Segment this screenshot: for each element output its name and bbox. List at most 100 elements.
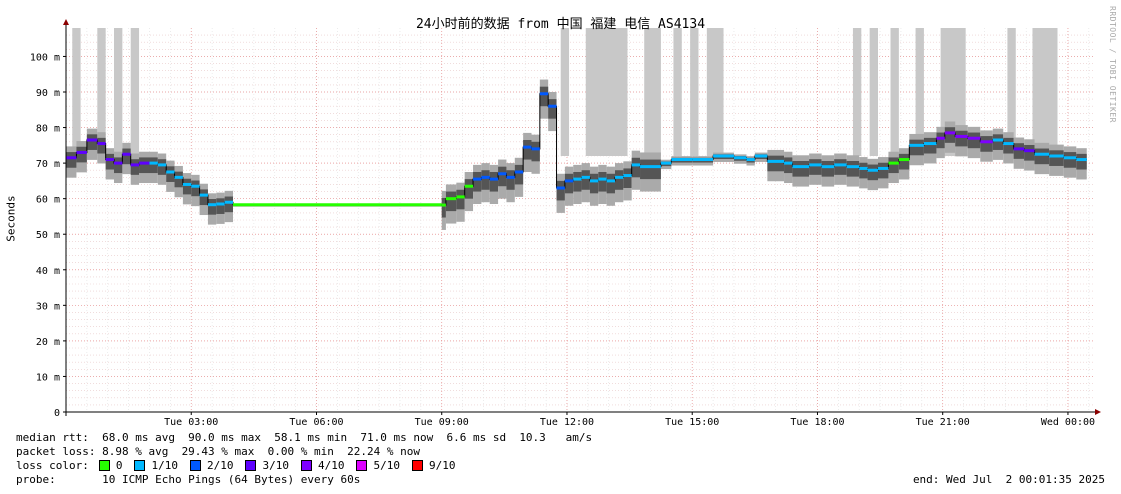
smoke-band-inner — [149, 157, 158, 174]
loss-legend-swatch — [300, 460, 312, 471]
loss-legend-label: 4/10 — [317, 459, 345, 472]
loss-column — [130, 28, 140, 156]
smoke-band-inner — [556, 180, 565, 201]
smoke-band-inner — [598, 172, 607, 192]
y-tick-label: 30 m — [36, 301, 60, 312]
smoke-band-inner — [573, 172, 582, 192]
y-tick-label: 100 m — [30, 52, 60, 63]
smoke-band-inner — [498, 166, 507, 187]
loss-columns — [72, 28, 1058, 156]
y-tick-label: 80 m — [36, 124, 60, 135]
smoke-band-inner — [821, 160, 835, 177]
stats-rtt: median rtt: 68.0 ms avg 90.0 ms max 58.1… — [16, 431, 593, 444]
smoke-band-inner — [506, 170, 515, 190]
x-tick-label: Tue 18:00 — [790, 417, 844, 428]
smoke-band-inner — [589, 173, 599, 194]
x-tick-label: Tue 12:00 — [540, 417, 594, 428]
loss-column — [869, 28, 878, 156]
loss-legend-swatch — [411, 460, 423, 471]
y-tick-label: 70 m — [36, 159, 60, 170]
smoke-band-inner — [992, 134, 1004, 150]
y-tick-label: 20 m — [36, 337, 60, 348]
smoke-band-inner — [157, 159, 167, 175]
smoke-band-inner — [623, 168, 632, 188]
smoke-band-inner — [834, 159, 847, 175]
smoke-band-inner — [1024, 144, 1035, 161]
smoke-band-inner — [784, 157, 793, 174]
smoke-band-inner — [936, 132, 945, 149]
x-tick-label: Tue 09:00 — [415, 417, 469, 428]
smoke-band-inner — [174, 171, 183, 188]
loss-column — [114, 28, 123, 156]
smoke-band-inner — [980, 136, 993, 152]
y-tick-label: 90 m — [36, 88, 60, 99]
y-tick-label: 60 m — [36, 195, 60, 206]
smoke-band-inner — [955, 130, 968, 147]
smoke-band-inner — [944, 127, 956, 143]
smoke-band-inner — [581, 170, 590, 190]
smoke-band-inner — [514, 164, 524, 185]
loss-column — [644, 28, 661, 156]
smoke-band-inner — [614, 170, 624, 190]
loss-column — [97, 28, 106, 156]
loss-column — [690, 28, 699, 156]
loss-legend-label: 3/10 — [262, 459, 289, 472]
smoke-band-inner — [224, 196, 233, 213]
smoke-band-inner — [207, 199, 217, 215]
loss-legend-swatch — [134, 460, 146, 471]
smoke-band-inner — [182, 178, 192, 195]
x-tick-label: Tue 06:00 — [289, 417, 343, 428]
smoke-band-inner — [199, 189, 208, 206]
loss-column — [852, 28, 862, 156]
smokeping-chart: 0 10 m 20 m 30 m 40 m 50 m 60 m 70 m 80 m 90 m 100… — [30, 19, 1101, 428]
smoke-band-inner — [1013, 143, 1025, 159]
smoke-band-inner — [105, 153, 115, 170]
smoke-band-inner — [66, 152, 77, 168]
loss-color-label: loss color: — [16, 459, 89, 472]
smoke-band-inner — [539, 86, 549, 107]
smoke-band-inner — [481, 170, 490, 190]
loss-legend-items: 0 1/10 2/10 3/10 4/10 5/10 9/10 — [89, 459, 456, 472]
probe-info: probe: 10 ICMP Echo Pings (64 Bytes) eve… — [16, 473, 361, 486]
x-axis-arrow — [1095, 409, 1101, 415]
smoke-bands — [66, 79, 1087, 230]
smoke-band-inner — [441, 197, 446, 218]
loss-legend-label: 9/10 — [428, 459, 456, 472]
y-tick-label: 40 m — [36, 266, 60, 277]
y-axis-label: Seconds — [4, 195, 18, 242]
loss-column — [706, 28, 724, 156]
smoke-band-inner — [166, 166, 175, 182]
smoke-band-inner — [792, 160, 810, 177]
smoke-band-inner — [1003, 137, 1014, 154]
x-tick-label: Tue 15:00 — [665, 417, 719, 428]
smoke-band-inner — [531, 141, 540, 162]
smoke-band-inner — [898, 153, 910, 170]
loss-column — [1007, 28, 1016, 156]
smoke-band-inner — [523, 140, 532, 160]
smoke-band-inner — [456, 189, 465, 210]
smoke-band-inner — [489, 172, 499, 192]
median-line-layer — [66, 92, 1087, 207]
smoke-band-inner — [640, 159, 661, 180]
loss-legend-label: 0 — [115, 459, 123, 472]
smoke-band-inner — [888, 157, 899, 174]
loss-legend-label: 5/10 — [373, 459, 400, 472]
loss-legend-swatch — [245, 460, 257, 471]
chart-title: 24小时前的数据 from 中国 福建 电信 AS4134 — [415, 17, 706, 32]
smoke-band-inner — [191, 180, 200, 197]
x-tick-label: Wed 00:00 — [1041, 417, 1095, 428]
stats-loss: packet loss: 8.98 % avg 29.43 % max 0.00… — [16, 445, 420, 458]
smoke-band-inner — [216, 198, 225, 214]
loss-column — [560, 28, 570, 156]
smoke-band-inner — [76, 146, 87, 163]
loss-column — [72, 28, 81, 156]
smoke-band-inner — [1063, 152, 1077, 168]
smoke-band-inner — [867, 164, 878, 181]
smoke-band-inner — [564, 173, 574, 194]
loss-column — [915, 28, 924, 156]
smoke-band-inner — [809, 159, 822, 175]
y-tick-label: 50 m — [36, 230, 60, 241]
rrdtool-watermark: RRDTOOL / TOBI OETIKER — [1108, 6, 1117, 123]
loss-color-legend: loss color: 0 1/10 2/10 3/10 4/10 5/10 9/10 — [16, 459, 455, 472]
x-tick-label: Tue 03:00 — [164, 417, 218, 428]
